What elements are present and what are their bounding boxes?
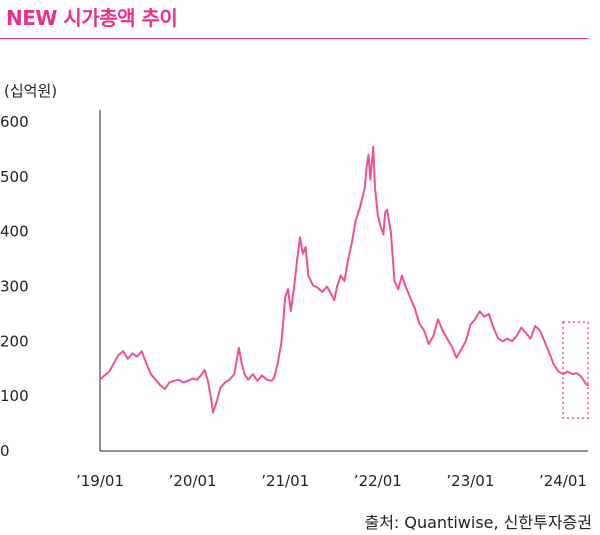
x-axis: ’19/01 ’20/01 ’21/01 ’22/01 ’23/01 ’24/01 [76,450,588,490]
series-group [99,145,589,414]
series-line [99,145,589,414]
chart-title: NEW 시가총액 추이 [6,6,178,30]
y-tick-label: 400 [0,223,29,241]
x-tick-label: ’20/01 [169,472,217,490]
y-tick-label: 100 [0,387,29,405]
y-tick-label: 200 [0,332,29,350]
title-divider [0,38,588,39]
y-tick-label: 300 [0,278,29,296]
x-tick-label: ’19/01 [76,472,124,490]
y-axis: 0 100 200 300 400 500 600 [0,110,101,460]
y-tick-label: 0 [0,442,10,460]
y-tick-label: 500 [0,168,29,186]
y-tick-label: 600 [0,113,29,131]
x-tick-label: ’22/01 [354,472,402,490]
x-tick-label: ’23/01 [446,472,494,490]
source-note: 출처: Quantiwise, 신한투자증권 [364,513,592,532]
y-axis-unit-label: (십억원) [4,82,58,100]
x-tick-label: ’24/01 [539,472,587,490]
highlight-box [562,321,589,419]
x-tick-label: ’21/01 [261,472,309,490]
highlight-group [562,321,589,419]
